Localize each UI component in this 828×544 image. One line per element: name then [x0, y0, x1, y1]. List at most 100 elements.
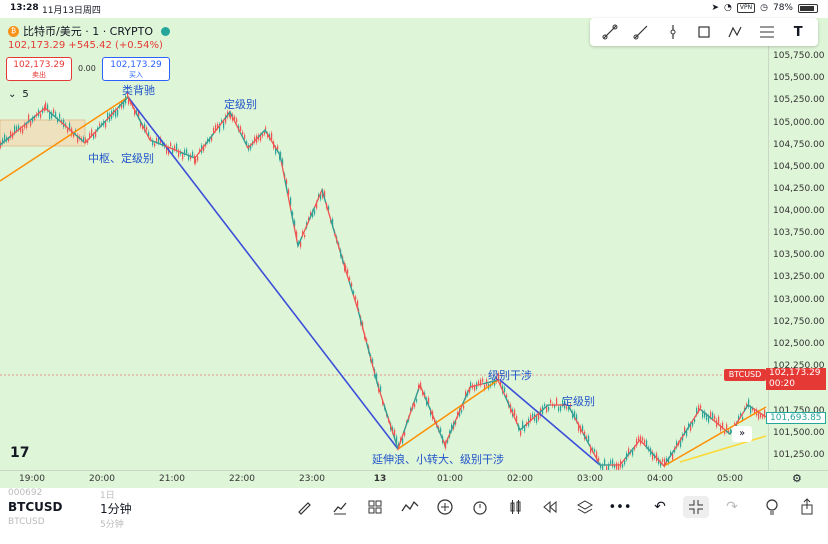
annotation-label[interactable]: 类背驰 [122, 84, 155, 97]
price-chart[interactable] [0, 18, 768, 470]
candle-body [107, 112, 109, 121]
candle-body [722, 422, 724, 429]
candle-body [754, 409, 756, 414]
candle-body [570, 404, 572, 407]
candle-body [524, 426, 526, 432]
chart-type-icon[interactable] [327, 496, 353, 518]
candle-body [277, 145, 279, 150]
status-date: 11月13日周四 [42, 6, 101, 16]
ray-icon[interactable] [630, 21, 652, 43]
pencil-icon[interactable] [291, 496, 317, 518]
redo-icon[interactable]: ↷ [726, 499, 738, 515]
candle-body [302, 231, 304, 235]
share-icon[interactable] [794, 496, 820, 518]
candles [0, 90, 766, 470]
candle-body [380, 386, 382, 392]
vertical-line-icon[interactable] [662, 21, 684, 43]
alert-icon[interactable] [467, 496, 493, 518]
pen-stroke-red[interactable] [0, 95, 767, 468]
orange-trend-line[interactable] [397, 379, 499, 450]
candle-body [194, 155, 196, 164]
price-axis[interactable]: 105,750.00 105,500.00 105,250.00 105,000… [768, 18, 828, 470]
candle-body [514, 409, 516, 416]
orange-trend-line[interactable] [663, 406, 767, 467]
time-axis[interactable]: 19:00 20:00 21:00 22:00 23:00 13 01:00 0… [0, 470, 828, 488]
buy-button[interactable]: 102,173.29 买入 [102, 57, 170, 81]
candle-body [694, 418, 696, 422]
scroll-to-realtime-button[interactable]: » [732, 426, 752, 442]
sell-button[interactable]: 102,173.29 卖出 [6, 57, 72, 81]
candle-body [560, 405, 562, 411]
candle-body [286, 179, 288, 185]
candle-body [140, 120, 142, 127]
candle-icon[interactable] [502, 496, 528, 518]
candle-body [422, 391, 424, 395]
candle-body [702, 411, 704, 418]
blue-trend-line[interactable] [499, 379, 601, 466]
collapse-icon[interactable] [683, 496, 709, 518]
candle-body [170, 143, 172, 147]
add-icon[interactable] [432, 496, 458, 518]
candle-body [730, 429, 732, 432]
orange-trend-line[interactable] [0, 96, 129, 182]
text-icon[interactable]: T [793, 24, 803, 40]
candle-body [624, 459, 626, 465]
symbol-selector[interactable]: BTCUSD [8, 500, 63, 514]
annotation-label[interactable]: 中枢、定级别 [88, 152, 154, 165]
grid-icon[interactable] [362, 496, 388, 518]
candle-body [144, 123, 146, 132]
symbol-header[interactable]: ₿ 比特币/美元 · 1 · CRYPTO [8, 23, 171, 39]
fib-icon[interactable] [756, 21, 778, 43]
candle-body [63, 119, 65, 128]
candle-body [376, 373, 378, 382]
candle-body [83, 137, 85, 141]
spread-value: 0.00 [78, 64, 96, 73]
more-icon[interactable]: ••• [608, 499, 632, 515]
candle-body [522, 421, 524, 429]
ghost-interval: 1日 [100, 491, 115, 501]
annotation-label[interactable]: 定级别 [224, 98, 257, 111]
rectangle-icon[interactable] [693, 21, 715, 43]
candle-body [115, 109, 117, 117]
layers-icon[interactable] [572, 496, 598, 518]
candle-body [590, 446, 592, 453]
price-tick: 103,750.00 [773, 228, 825, 238]
annotation-label[interactable]: 级别干涉 [488, 369, 532, 382]
blue-trend-line[interactable] [127, 96, 399, 450]
idea-icon[interactable] [759, 496, 785, 518]
candle-body [474, 385, 476, 391]
candle-body [644, 439, 646, 444]
candle-body [544, 404, 546, 407]
candle-body [666, 458, 668, 462]
candle-body [67, 128, 69, 133]
symbol-title[interactable]: 比特币/美元 · 1 · CRYPTO [23, 25, 154, 38]
interval-selector[interactable]: 1分钟 [100, 502, 132, 516]
annotation-label[interactable]: 定级别 [562, 395, 595, 408]
candle-body [752, 408, 754, 411]
annotation-label[interactable]: 延伸浪、小转大、级别干涉 [372, 453, 504, 466]
indicators-toggle[interactable]: ⌄ 5 [8, 89, 29, 100]
candle-body [310, 212, 312, 218]
candle-body [574, 411, 576, 419]
candle-body [594, 449, 596, 452]
candle-body [314, 210, 316, 215]
status-time: 13:28 [10, 3, 39, 13]
trend-line-icon[interactable] [599, 21, 621, 43]
candle-body [59, 114, 61, 119]
path-icon[interactable] [724, 21, 746, 43]
candle-body [34, 116, 36, 120]
price-tick: 105,000.00 [773, 118, 825, 128]
time-tick: 02:00 [507, 474, 533, 484]
candle-body [482, 378, 484, 382]
drawings-icon[interactable] [397, 496, 423, 518]
candle-body [347, 269, 349, 274]
candle-body [332, 218, 334, 226]
candle-body [746, 403, 748, 407]
replay-icon[interactable] [537, 496, 563, 518]
buy-label: 买入 [129, 71, 143, 79]
candle-body [698, 405, 700, 412]
candle-body [328, 206, 330, 211]
undo-icon[interactable]: ↶ [654, 499, 666, 515]
candle-body [234, 116, 236, 120]
gear-icon[interactable]: ⚙ [792, 472, 802, 485]
